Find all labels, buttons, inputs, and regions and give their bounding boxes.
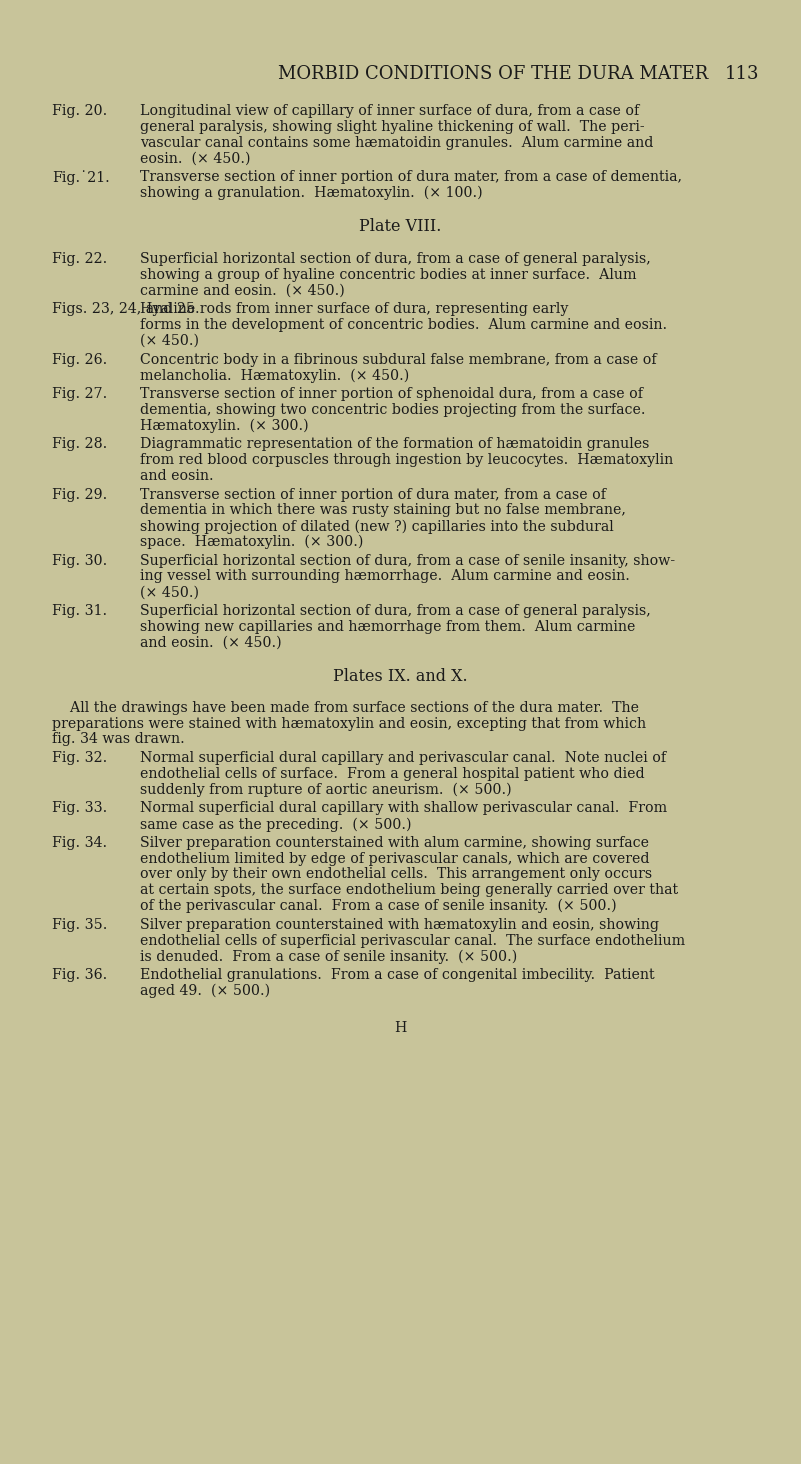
Text: Fig. 27.: Fig. 27.	[52, 386, 107, 401]
Text: Fig. 26.: Fig. 26.	[52, 353, 107, 366]
Text: Fig. 35.: Fig. 35.	[52, 918, 107, 931]
Text: and eosin.  (× 450.): and eosin. (× 450.)	[140, 635, 282, 650]
Text: eosin.  (× 450.): eosin. (× 450.)	[140, 151, 251, 165]
Text: showing new capillaries and hæmorrhage from them.  Alum carmine: showing new capillaries and hæmorrhage f…	[140, 619, 635, 634]
Text: endothelium limited by edge of perivascular canals, which are covered: endothelium limited by edge of perivascu…	[140, 852, 650, 865]
Text: showing projection of dilated (new ?) capillaries into the subdural: showing projection of dilated (new ?) ca…	[140, 520, 614, 533]
Text: Fig. 28.: Fig. 28.	[52, 438, 107, 451]
Text: Fig. 31.: Fig. 31.	[52, 605, 107, 618]
Text: general paralysis, showing slight hyaline thickening of wall.  The peri-: general paralysis, showing slight hyalin…	[140, 120, 645, 133]
Text: Longitudinal view of capillary of inner surface of dura, from a case of: Longitudinal view of capillary of inner …	[140, 104, 639, 119]
Text: Fig.˙21.: Fig.˙21.	[52, 170, 110, 184]
Text: Fig. 29.: Fig. 29.	[52, 488, 107, 502]
Text: from red blood corpuscles through ingestion by leucocytes.  Hæmatoxylin: from red blood corpuscles through ingest…	[140, 454, 674, 467]
Text: Silver preparation counterstained with hæmatoxylin and eosin, showing: Silver preparation counterstained with h…	[140, 918, 659, 931]
Text: showing a granulation.  Hæmatoxylin.  (× 100.): showing a granulation. Hæmatoxylin. (× 1…	[140, 186, 483, 201]
Text: Fig. 36.: Fig. 36.	[52, 968, 107, 982]
Text: at certain spots, the surface endothelium being generally carried over that: at certain spots, the surface endotheliu…	[140, 883, 678, 897]
Text: vascular canal contains some hæmatoidin granules.  Alum carmine and: vascular canal contains some hæmatoidin …	[140, 136, 654, 149]
Text: Fig. 33.: Fig. 33.	[52, 801, 107, 815]
Text: Fig. 20.: Fig. 20.	[52, 104, 107, 119]
Text: endothelial cells of surface.  From a general hospital patient who died: endothelial cells of surface. From a gen…	[140, 767, 645, 780]
Text: Figs. 23, 24, and 25.: Figs. 23, 24, and 25.	[52, 302, 199, 316]
Text: preparations were stained with hæmatoxylin and eosin, excepting that from which: preparations were stained with hæmatoxyl…	[52, 716, 646, 731]
Text: over only by their own endothelial cells.  This arrangement only occurs: over only by their own endothelial cells…	[140, 868, 652, 881]
Text: Fig. 30.: Fig. 30.	[52, 553, 107, 568]
Text: suddenly from rupture of aortic aneurism.  (× 500.): suddenly from rupture of aortic aneurism…	[140, 783, 512, 796]
Text: Hyaline rods from inner surface of dura, representing early: Hyaline rods from inner surface of dura,…	[140, 302, 569, 316]
Text: (× 450.): (× 450.)	[140, 586, 199, 599]
Text: Transverse section of inner portion of sphenoidal dura, from a case of: Transverse section of inner portion of s…	[140, 386, 643, 401]
Text: H: H	[394, 1022, 407, 1035]
Text: MORBID CONDITIONS OF THE DURA MATER: MORBID CONDITIONS OF THE DURA MATER	[278, 64, 708, 83]
Text: Superficial horizontal section of dura, from a case of senile insanity, show-: Superficial horizontal section of dura, …	[140, 553, 675, 568]
Text: showing a group of hyaline concentric bodies at inner surface.  Alum: showing a group of hyaline concentric bo…	[140, 268, 637, 283]
Text: Concentric body in a fibrinous subdural false membrane, from a case of: Concentric body in a fibrinous subdural …	[140, 353, 657, 366]
Text: Fig. 22.: Fig. 22.	[52, 252, 107, 266]
Text: carmine and eosin.  (× 450.): carmine and eosin. (× 450.)	[140, 284, 344, 297]
Text: ing vessel with surrounding hæmorrhage.  Alum carmine and eosin.: ing vessel with surrounding hæmorrhage. …	[140, 569, 630, 584]
Text: is denuded.  From a case of senile insanity.  (× 500.): is denuded. From a case of senile insani…	[140, 949, 517, 963]
Text: All the drawings have been made from surface sections of the dura mater.  The: All the drawings have been made from sur…	[52, 701, 639, 714]
Text: Normal superficial dural capillary and perivascular canal.  Note nuclei of: Normal superficial dural capillary and p…	[140, 751, 666, 766]
Text: dementia in which there was rusty staining but no false membrane,: dementia in which there was rusty staini…	[140, 504, 626, 517]
Text: Plates IX. and X.: Plates IX. and X.	[333, 668, 468, 685]
Text: endothelial cells of superficial perivascular canal.  The surface endothelium: endothelial cells of superficial perivas…	[140, 934, 685, 947]
Text: and eosin.: and eosin.	[140, 468, 214, 483]
Text: Transverse section of inner portion of dura mater, from a case of: Transverse section of inner portion of d…	[140, 488, 606, 502]
Text: fig. 34 was drawn.: fig. 34 was drawn.	[52, 732, 185, 747]
Text: Hæmatoxylin.  (× 300.): Hæmatoxylin. (× 300.)	[140, 419, 308, 433]
Text: Normal superficial dural capillary with shallow perivascular canal.  From: Normal superficial dural capillary with …	[140, 801, 667, 815]
Text: Fig. 32.: Fig. 32.	[52, 751, 107, 766]
Text: Superficial horizontal section of dura, from a case of general paralysis,: Superficial horizontal section of dura, …	[140, 252, 650, 266]
Text: 113: 113	[725, 64, 759, 83]
Text: same case as the preceding.  (× 500.): same case as the preceding. (× 500.)	[140, 817, 412, 832]
Text: forms in the development of concentric bodies.  Alum carmine and eosin.: forms in the development of concentric b…	[140, 318, 667, 332]
Text: melancholia.  Hæmatoxylin.  (× 450.): melancholia. Hæmatoxylin. (× 450.)	[140, 369, 409, 382]
Text: Fig. 34.: Fig. 34.	[52, 836, 107, 849]
Text: of the perivascular canal.  From a case of senile insanity.  (× 500.): of the perivascular canal. From a case o…	[140, 899, 617, 914]
Text: Transverse section of inner portion of dura mater, from a case of dementia,: Transverse section of inner portion of d…	[140, 170, 682, 184]
Text: space.  Hæmatoxylin.  (× 300.): space. Hæmatoxylin. (× 300.)	[140, 534, 364, 549]
Text: Plate VIII.: Plate VIII.	[360, 218, 441, 236]
Text: Endothelial granulations.  From a case of congenital imbecility.  Patient: Endothelial granulations. From a case of…	[140, 968, 654, 982]
Text: (× 450.): (× 450.)	[140, 334, 199, 348]
Text: Superficial horizontal section of dura, from a case of general paralysis,: Superficial horizontal section of dura, …	[140, 605, 650, 618]
Text: dementia, showing two concentric bodies projecting from the surface.: dementia, showing two concentric bodies …	[140, 403, 646, 417]
Text: Diagrammatic representation of the formation of hæmatoidin granules: Diagrammatic representation of the forma…	[140, 438, 650, 451]
Text: aged 49.  (× 500.): aged 49. (× 500.)	[140, 984, 270, 998]
Text: Silver preparation counterstained with alum carmine, showing surface: Silver preparation counterstained with a…	[140, 836, 649, 849]
